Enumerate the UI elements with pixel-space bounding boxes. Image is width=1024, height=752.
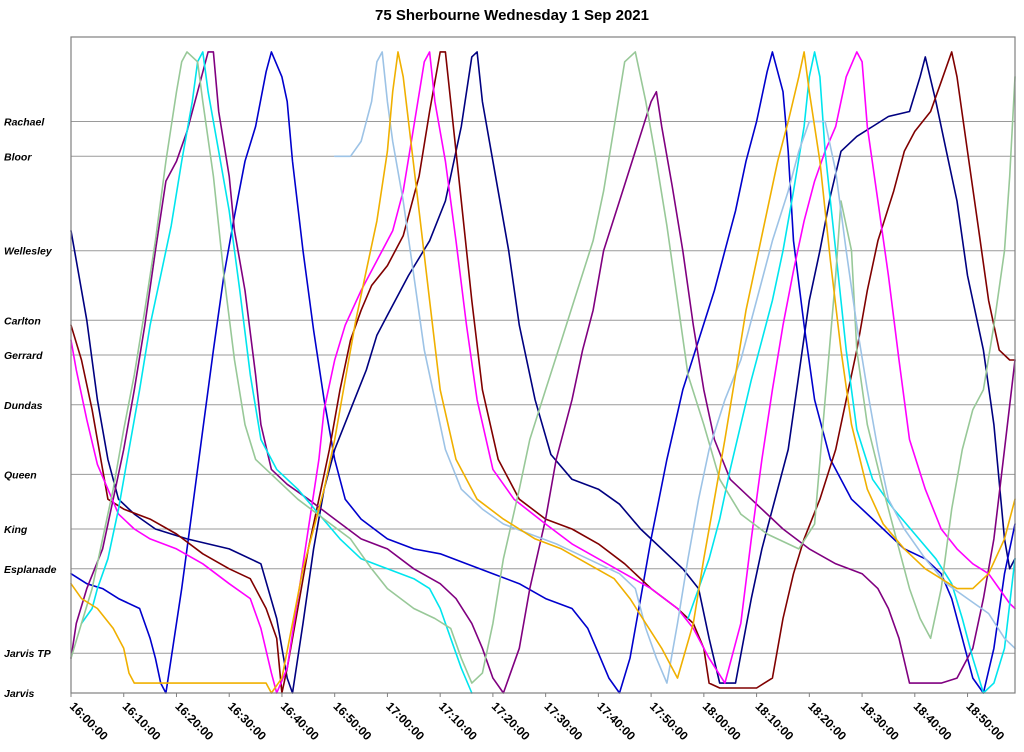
x-tick-label: 16:10:00	[120, 699, 164, 743]
x-tick-label: 18:50:00	[963, 699, 1007, 743]
x-tick-label: 18:30:00	[858, 699, 902, 743]
x-tick-label: 16:00:00	[67, 699, 111, 743]
bus-trace-1	[70, 51, 1016, 694]
bus-trace-7	[687, 51, 1016, 694]
stop-label: Queen	[4, 469, 37, 481]
stop-labels: Rachael Bloor Wellesley Carlton Gerrard Dunda…	[4, 116, 57, 700]
stop-label: Rachael	[4, 116, 45, 128]
x-tick-label: 16:30:00	[225, 699, 269, 743]
x-tick-label: 18:20:00	[805, 699, 849, 743]
x-tick-label: 17:50:00	[647, 699, 691, 743]
x-tick-label: 18:00:00	[700, 699, 744, 743]
x-tick-label: 17:20:00	[489, 699, 533, 743]
bus-trace-2	[70, 51, 1016, 694]
stop-label: Dundas	[4, 400, 43, 412]
x-tick-label: 17:10:00	[436, 699, 480, 743]
stop-label: Gerrard	[4, 350, 43, 362]
x-tick-label: 16:40:00	[278, 699, 322, 743]
chart-title: 75 Sherbourne Wednesday 1 Sep 2021	[375, 7, 649, 24]
stop-label: Jarvis	[4, 688, 35, 700]
bus-trace-8	[70, 51, 1016, 684]
x-tick-label: 17:00:00	[383, 699, 427, 743]
x-tick-label: 18:40:00	[911, 699, 955, 743]
bus-trace-3	[70, 51, 1016, 694]
bus-trace-4	[70, 51, 1016, 694]
bus-trace-6	[80, 51, 473, 694]
plot-frame	[70, 36, 1016, 694]
x-tick-label: 18:10:00	[752, 699, 796, 743]
x-tick-label: 17:40:00	[594, 699, 638, 743]
stop-label: Wellesley	[4, 246, 53, 258]
stop-label: Carlton	[4, 315, 41, 327]
x-tick-label: 16:50:00	[331, 699, 375, 743]
series-traces	[70, 51, 1016, 694]
stop-label: Bloor	[4, 151, 32, 163]
bus-trace-10	[70, 51, 1016, 694]
x-tick-label: 17:30:00	[542, 699, 586, 743]
time-tick-labels: 16:00:00 16:10:00 16:20:00 16:30:00 16:40:00…	[67, 693, 1008, 743]
x-tick-label: 16:20:00	[172, 699, 216, 743]
bus-trace-5	[70, 51, 1016, 694]
stop-label: King	[4, 524, 28, 536]
bus-trace-9	[333, 51, 1016, 684]
stop-label: Esplanade	[4, 564, 57, 576]
gridlines	[71, 120, 1015, 654]
stop-label: Jarvis TP	[4, 648, 52, 660]
